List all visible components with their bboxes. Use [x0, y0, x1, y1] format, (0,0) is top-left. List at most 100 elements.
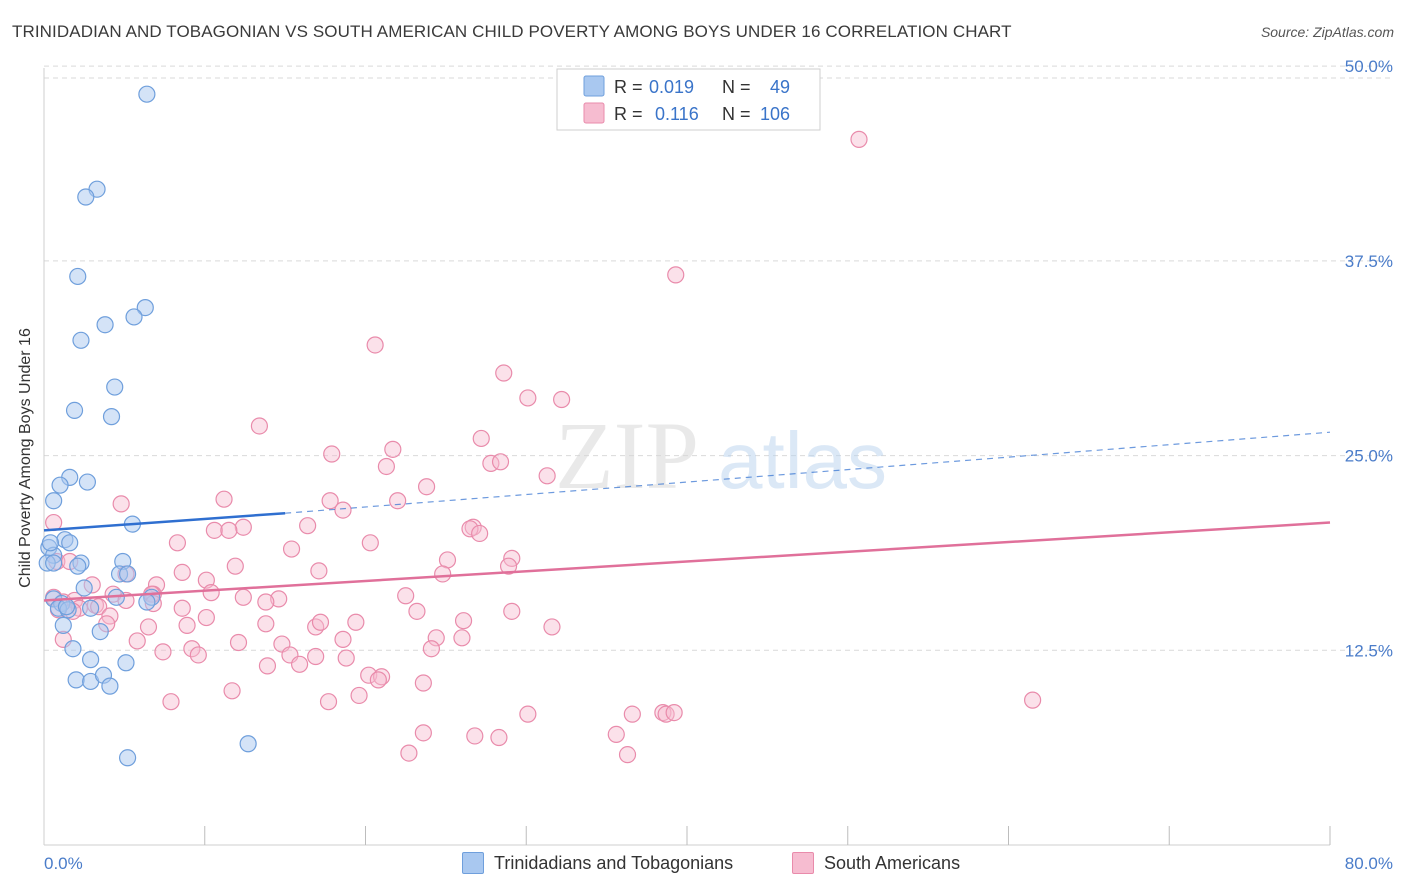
south-american-point [299, 517, 317, 535]
legend-n-label-1: N = [722, 77, 751, 97]
legend-swatch-blue [583, 75, 605, 97]
watermark-atlas: atlas [718, 416, 887, 505]
trinidadian-point [117, 654, 135, 672]
south-american-point [427, 629, 445, 647]
trinidadian-point [75, 579, 93, 597]
south-american-point [323, 445, 341, 463]
south-american-point [197, 608, 215, 627]
legend-n-value-1: 49 [770, 77, 790, 97]
correlation-legend: R = 0.019 N = 49 R = 0.116 N = 106 [556, 68, 821, 131]
south-american-point [112, 495, 130, 513]
bottom-legend-series1: Trinidadians and Tobagonians [462, 852, 733, 874]
trinidadian-point [41, 534, 60, 552]
y-tick-label: 37.5% [1345, 252, 1393, 271]
south-american-point [173, 599, 191, 617]
trinidadian-point [82, 599, 100, 617]
bottom-legend-series2: South Americans [792, 852, 960, 874]
trinidadian-point [101, 677, 119, 695]
trinidadian-point [82, 651, 100, 669]
bottom-legend-label-2: South Americans [824, 852, 961, 873]
south-american-point [434, 565, 452, 583]
trinidadian-point [65, 401, 84, 420]
south-american-point [491, 453, 510, 471]
south-american-point [417, 478, 436, 496]
south-american-point [369, 671, 387, 689]
south-american-point [422, 640, 441, 658]
trinidadians-trend-line [43, 511, 286, 532]
south-american-point [282, 540, 301, 558]
south-american-point [503, 602, 521, 620]
south-american-point [257, 615, 275, 633]
south-american-point [454, 612, 473, 630]
trinidadian-point [91, 622, 109, 641]
trinidadian-point [54, 616, 72, 634]
south-american-point [490, 728, 508, 747]
y-tick-label: 50.0% [1345, 57, 1393, 76]
south-american-point [347, 613, 365, 631]
south-american-point [226, 557, 244, 575]
trinidadian-point [64, 640, 82, 658]
chart-title: TRINIDADIAN AND TOBAGONIAN VS SOUTH AMER… [12, 22, 1012, 41]
legend-r-value-2: 0.116 [655, 104, 699, 124]
south-american-point [250, 417, 269, 435]
y-tick-labels: 12.5% 25.0% 37.5% 50.0% [1345, 57, 1393, 660]
south-americans-trend-line [43, 521, 1331, 602]
trinidadian-point [45, 554, 63, 572]
source-credit: Source: ZipAtlas.com [1260, 24, 1394, 40]
south-americans-points [45, 130, 1042, 764]
x-tick-labels: 0.0% 80.0% [44, 854, 1393, 873]
south-american-point [665, 703, 683, 722]
trinidadian-point [138, 593, 156, 611]
south-american-point [372, 668, 391, 686]
south-american-point [366, 336, 384, 354]
trinidadian-point [106, 378, 124, 396]
south-american-point [471, 524, 489, 543]
south-american-point [538, 467, 556, 485]
south-american-point [543, 618, 561, 636]
south-american-point [400, 744, 418, 762]
south-american-point [466, 727, 484, 745]
south-american-point [270, 590, 288, 608]
south-american-point [499, 557, 518, 575]
trinidadian-point [57, 598, 76, 616]
south-american-point [607, 725, 625, 744]
bottom-legend-swatch-pink [792, 852, 814, 874]
south-american-point [310, 562, 328, 580]
trinidadians-trend-line-dashed [285, 431, 1331, 514]
trinidadian-point [96, 316, 114, 334]
south-american-point [189, 646, 207, 664]
watermark-zip: ZIP [555, 402, 699, 509]
trinidadian-point [51, 476, 69, 494]
south-american-point [139, 618, 158, 636]
trinidadian-point [136, 298, 154, 317]
south-american-point [414, 674, 432, 692]
south-american-point [307, 618, 325, 636]
trinidadian-point [118, 565, 137, 583]
south-american-point [361, 534, 379, 552]
south-american-point [553, 390, 571, 409]
south-american-point [667, 266, 685, 284]
south-american-point [178, 616, 196, 634]
south-american-point [257, 593, 275, 611]
south-american-point [162, 693, 180, 711]
trinidadians-points [38, 85, 257, 767]
south-american-point [205, 521, 223, 539]
south-american-point [337, 649, 355, 667]
south-american-point [472, 429, 490, 448]
trinidadian-point [67, 671, 85, 689]
south-american-point [397, 587, 415, 605]
south-american-point [202, 584, 220, 602]
trinidadian-point [69, 557, 87, 575]
trend-lines [43, 431, 1331, 602]
south-american-point [461, 520, 479, 538]
south-american-point [234, 518, 252, 536]
south-american-point [519, 389, 537, 407]
south-american-point [414, 724, 432, 742]
trinidadian-point [69, 267, 87, 286]
south-american-point [128, 632, 146, 650]
trinidadian-point [61, 534, 79, 552]
south-american-point [350, 686, 368, 705]
trinidadian-point [239, 735, 257, 753]
y-tick-label: 25.0% [1345, 447, 1393, 466]
